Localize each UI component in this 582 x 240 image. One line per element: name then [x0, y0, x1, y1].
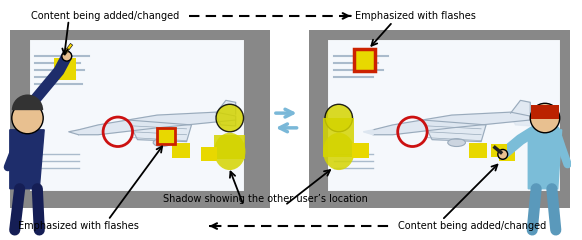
Bar: [309, 30, 570, 208]
Ellipse shape: [214, 133, 246, 170]
Text: Emphasized with flashes: Emphasized with flashes: [356, 11, 476, 21]
Bar: [172, 143, 190, 158]
Text: Shadow showing the other user’s location: Shadow showing the other user’s location: [163, 193, 368, 204]
Text: Content being added/changed: Content being added/changed: [398, 221, 546, 231]
Polygon shape: [79, 112, 236, 135]
Circle shape: [325, 104, 353, 132]
Bar: [327, 40, 560, 192]
Bar: [353, 49, 375, 71]
Bar: [30, 40, 246, 192]
Bar: [201, 148, 217, 161]
Polygon shape: [510, 100, 530, 114]
Circle shape: [62, 51, 72, 61]
Ellipse shape: [323, 133, 354, 170]
Circle shape: [530, 103, 560, 133]
Polygon shape: [216, 116, 236, 126]
Circle shape: [498, 150, 508, 159]
Polygon shape: [69, 130, 79, 135]
Polygon shape: [363, 130, 373, 135]
Bar: [10, 30, 270, 208]
Polygon shape: [422, 120, 486, 142]
Polygon shape: [528, 130, 562, 189]
Bar: [469, 143, 487, 158]
Bar: [157, 128, 175, 144]
Text: Content being added/changed: Content being added/changed: [31, 11, 180, 21]
Bar: [54, 58, 76, 80]
Bar: [323, 118, 354, 157]
Wedge shape: [12, 95, 43, 110]
Ellipse shape: [448, 139, 466, 146]
Bar: [491, 144, 507, 157]
Polygon shape: [127, 120, 191, 142]
Ellipse shape: [153, 139, 171, 146]
Bar: [214, 135, 246, 159]
Polygon shape: [216, 100, 236, 114]
Polygon shape: [510, 116, 530, 126]
Bar: [531, 105, 559, 119]
Bar: [352, 143, 369, 158]
Circle shape: [12, 102, 43, 134]
Polygon shape: [373, 112, 530, 135]
Circle shape: [216, 104, 243, 132]
Bar: [499, 148, 514, 161]
Text: Emphasized with flashes: Emphasized with flashes: [17, 221, 139, 231]
Polygon shape: [10, 130, 44, 189]
